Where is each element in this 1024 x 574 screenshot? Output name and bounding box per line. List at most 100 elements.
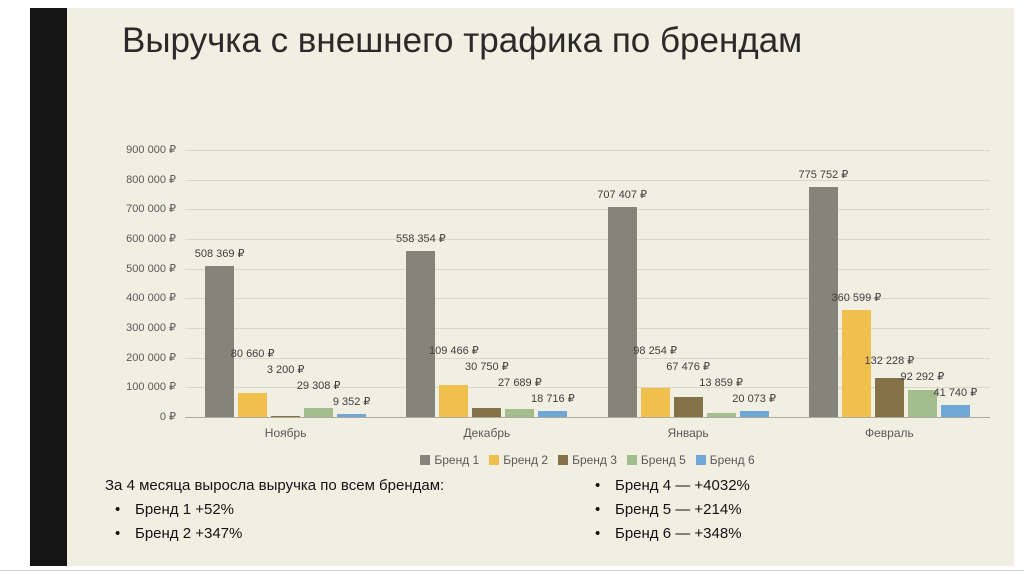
bar-бренд-3-декабрь bbox=[472, 408, 502, 417]
bar-бренд-5-январь bbox=[706, 413, 736, 417]
gridline bbox=[185, 387, 990, 388]
bar-value-label: 109 466 ₽ bbox=[428, 345, 479, 357]
bar-бренд-6-декабрь bbox=[538, 411, 568, 417]
bar-value-label: 558 354 ₽ bbox=[395, 233, 446, 245]
legend-swatch-icon bbox=[489, 455, 500, 465]
x-axis-line bbox=[185, 417, 990, 418]
bar-value-label: 360 599 ₽ bbox=[831, 292, 882, 304]
y-axis-label: 200 000 ₽ bbox=[126, 352, 176, 364]
legend-label: Бренд 3 bbox=[572, 453, 617, 467]
y-axis-label: 300 000 ₽ bbox=[126, 322, 176, 334]
bar-бренд-3-ноябрь bbox=[271, 416, 301, 417]
x-axis-label: Декабрь bbox=[463, 426, 511, 440]
x-axis-label: Ноябрь bbox=[264, 426, 307, 440]
gridline bbox=[185, 298, 990, 299]
legend-label: Бренд 6 bbox=[709, 453, 755, 467]
legend-swatch-icon bbox=[626, 455, 637, 465]
bar-бренд-2-февраль bbox=[841, 310, 871, 417]
bar-бренд-6-январь bbox=[739, 411, 769, 417]
legend-label: Бренд 5 bbox=[640, 453, 686, 467]
bar-бренд-2-ноябрь bbox=[238, 393, 268, 417]
y-axis-label: 0 ₽ bbox=[159, 411, 176, 423]
summary-bullet: • Бренд 5 — +214% bbox=[585, 498, 750, 522]
summary-bullet-text: Бренд 2 +347% bbox=[135, 525, 243, 542]
bar-value-label: 92 292 ₽ bbox=[900, 371, 945, 383]
bar-value-label: 30 750 ₽ bbox=[465, 361, 509, 373]
bar-бренд-5-декабрь bbox=[505, 409, 535, 417]
summary-bullet: • Бренд 2 +347% bbox=[105, 522, 444, 546]
bar-value-label: 80 660 ₽ bbox=[230, 348, 275, 360]
legend-swatch-icon bbox=[695, 455, 706, 465]
summary-bullet-text: Бренд 5 — +214% bbox=[615, 501, 742, 518]
bar-бренд-5-ноябрь bbox=[304, 408, 334, 417]
y-axis-label: 700 000 ₽ bbox=[126, 203, 176, 215]
legend-swatch-icon bbox=[420, 455, 431, 465]
bar-value-label: 27 689 ₽ bbox=[498, 377, 542, 389]
bar-бренд-1-январь bbox=[607, 207, 637, 417]
legend-item: Бренд 1 bbox=[420, 453, 479, 467]
bar-бренд-1-ноябрь bbox=[205, 266, 235, 417]
gridline bbox=[185, 180, 990, 181]
y-axis-label: 100 000 ₽ bbox=[126, 381, 176, 393]
bullet-icon: • bbox=[595, 525, 601, 542]
bar-бренд-2-январь bbox=[640, 388, 670, 417]
y-axis-label: 600 000 ₽ bbox=[126, 233, 176, 245]
bar-value-label: 20 073 ₽ bbox=[732, 393, 776, 405]
summary-intro: За 4 месяца выросла выручка по всем брен… bbox=[105, 477, 445, 494]
bar-value-label: 775 752 ₽ bbox=[798, 169, 849, 181]
bullet-icon: • bbox=[115, 525, 121, 542]
bar-бренд-5-февраль bbox=[907, 390, 937, 417]
legend-item: Бренд 6 bbox=[695, 453, 755, 467]
bullet-icon: • bbox=[595, 477, 601, 494]
bar-бренд-1-декабрь bbox=[406, 251, 436, 417]
bar-бренд-1-февраль bbox=[808, 187, 838, 417]
bar-value-label: 132 228 ₽ bbox=[864, 355, 915, 367]
gridline bbox=[185, 209, 990, 210]
left-accent-bar bbox=[30, 8, 67, 566]
bar-бренд-6-ноябрь bbox=[337, 414, 367, 417]
bar-value-label: 41 740 ₽ bbox=[933, 387, 978, 399]
gridline bbox=[185, 358, 990, 359]
x-axis-label: Январь bbox=[667, 426, 709, 440]
bar-value-label: 18 716 ₽ bbox=[531, 393, 575, 405]
bar-бренд-3-февраль bbox=[874, 378, 904, 417]
bar-value-label: 508 369 ₽ bbox=[194, 248, 245, 260]
summary-bullet: • Бренд 6 — +348% bbox=[585, 522, 750, 546]
summary-bullet-text: Бренд 1 +52% bbox=[135, 501, 235, 518]
bar-value-label: 29 308 ₽ bbox=[296, 380, 341, 392]
summary-bullet-text: Бренд 6 — +348% bbox=[615, 525, 742, 542]
bar-value-label: 13 859 ₽ bbox=[699, 377, 743, 389]
bar-value-label: 707 407 ₽ bbox=[597, 189, 648, 201]
y-axis-label: 400 000 ₽ bbox=[126, 292, 176, 304]
gridline bbox=[185, 239, 990, 240]
legend-label: Бренд 1 bbox=[434, 453, 480, 467]
bar-бренд-2-декабрь bbox=[439, 385, 469, 417]
bar-value-label: 3 200 ₽ bbox=[266, 364, 305, 376]
summary-bullet-text: Бренд 4 — +4032% bbox=[615, 477, 750, 494]
summary-bullet: • Бренд 4 — +4032% bbox=[585, 474, 750, 498]
slide: Выручка с внешнего трафика по брендам 0 … bbox=[30, 8, 1014, 566]
bullet-icon: • bbox=[595, 501, 601, 518]
x-axis-label: Февраль bbox=[864, 426, 914, 440]
y-axis-label: 900 000 ₽ bbox=[126, 144, 176, 156]
bullet-icon: • bbox=[115, 501, 121, 518]
bar-бренд-6-февраль bbox=[940, 405, 970, 417]
summary-bullet: • Бренд 1 +52% bbox=[105, 498, 444, 522]
legend-item: Бренд 2 bbox=[489, 453, 548, 467]
bar-value-label: 98 254 ₽ bbox=[633, 345, 677, 357]
gridline bbox=[185, 269, 990, 270]
slide-title: Выручка с внешнего трафика по брендам bbox=[122, 21, 803, 60]
summary-left-column: За 4 месяца выросла выручка по всем брен… bbox=[105, 474, 444, 546]
y-axis-label: 500 000 ₽ bbox=[126, 263, 176, 275]
summary-right-column: • Бренд 4 — +4032% • Бренд 5 — +214% • Б… bbox=[585, 474, 750, 546]
bar-chart: 0 ₽ 100 000 ₽ 200 000 ₽ 300 000 ₽ 400 000 ₽ 5… bbox=[90, 140, 1000, 445]
window-bottom-edge bbox=[0, 570, 1024, 571]
legend-label: Бренд 2 bbox=[503, 453, 549, 467]
legend-item: Бренд 3 bbox=[558, 453, 617, 467]
chart-legend: Бренд 1 Бренд 2 Бренд 3 Бренд 5 Бренд 6 bbox=[185, 453, 990, 467]
legend-item: Бренд 5 bbox=[626, 453, 686, 467]
y-axis-label: 800 000 ₽ bbox=[126, 174, 176, 186]
legend-swatch-icon bbox=[558, 455, 569, 465]
bar-бренд-3-январь bbox=[673, 397, 703, 417]
gridline bbox=[185, 150, 990, 151]
